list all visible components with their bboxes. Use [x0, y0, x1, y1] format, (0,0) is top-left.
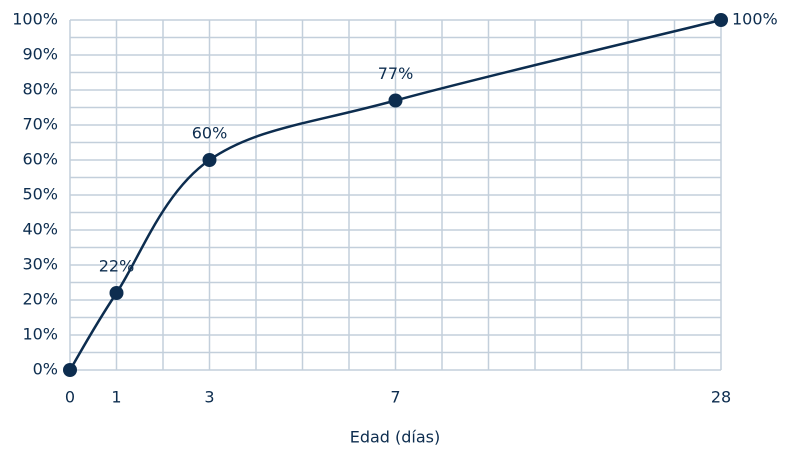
- x-tick-label: 28: [711, 388, 731, 407]
- point: [714, 13, 728, 27]
- point: [388, 93, 403, 108]
- y-tick-label: 10%: [22, 325, 58, 344]
- x-axis-title: Edad (días): [350, 428, 441, 447]
- data-label: 60%: [192, 124, 228, 143]
- x-tick-label: 1: [111, 388, 121, 407]
- x-tick-label: 0: [65, 388, 75, 407]
- y-tick-label: 100%: [12, 10, 58, 29]
- point: [109, 286, 124, 300]
- y-tick-label: 70%: [22, 115, 58, 134]
- y-tick-label: 80%: [22, 80, 58, 99]
- x-tick-label: 7: [390, 388, 400, 407]
- data-label: 77%: [378, 64, 414, 83]
- y-tick-label: 90%: [22, 45, 58, 64]
- x-tick-label: 3: [204, 388, 214, 407]
- y-tick-label: 60%: [22, 150, 58, 169]
- y-tick-label: 30%: [22, 255, 58, 274]
- data-label: 22%: [99, 257, 135, 276]
- y-tick-label: 0%: [33, 360, 58, 379]
- y-tick-label: 50%: [22, 185, 58, 204]
- data-label: 100%: [732, 10, 778, 29]
- point: [63, 363, 77, 377]
- point: [202, 153, 217, 167]
- y-tick-label: 20%: [22, 290, 58, 309]
- y-tick-label: 40%: [22, 220, 58, 239]
